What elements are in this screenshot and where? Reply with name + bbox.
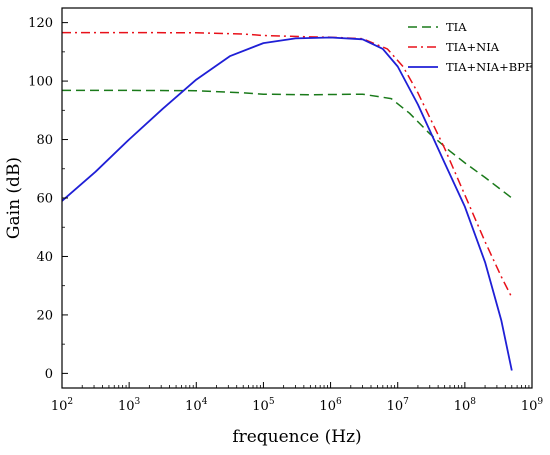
y-tick-label: 80 (36, 133, 53, 148)
x-axis: 102 103 104 105 106 107 108 109 (51, 382, 544, 414)
legend-label: TIA+NIA+BPF (446, 60, 533, 74)
y-tick-label: 0 (45, 367, 53, 382)
legend-label: TIA+NIA (446, 40, 500, 54)
series-line-tia (62, 89, 513, 199)
series-line-tia-nia (62, 31, 513, 298)
legend: TIA TIA+NIA TIA+NIA+BPF (408, 20, 533, 74)
x-tick-base: 10 (51, 399, 68, 414)
x-tick-base: 10 (252, 399, 269, 414)
x-tick-base: 10 (454, 399, 471, 414)
x-tick-base: 10 (521, 399, 538, 414)
x-tick-exponent: 5 (269, 397, 275, 407)
x-tick-label: 105 (252, 397, 275, 414)
x-tick-exponent: 6 (336, 397, 342, 407)
x-tick-label: 106 (319, 397, 342, 414)
series-line-tia-nia-bpf (61, 36, 513, 371)
x-tick-label: 104 (185, 397, 208, 414)
x-tick-exponent: 3 (135, 397, 141, 407)
y-axis: 0 20 40 60 80 100 120 (28, 16, 68, 382)
y-tick-label: 20 (36, 308, 53, 323)
x-tick-label: 108 (454, 397, 477, 414)
x-tick-base: 10 (185, 399, 202, 414)
legend-label: TIA (446, 20, 467, 34)
x-tick-base: 10 (387, 399, 404, 414)
x-tick-exponent: 4 (202, 397, 208, 407)
x-tick-exponent: 2 (67, 397, 73, 407)
x-tick-label: 103 (118, 397, 141, 414)
y-tick-label: 100 (28, 75, 53, 90)
series-layer (61, 31, 513, 371)
y-tick-label: 40 (36, 250, 53, 265)
x-tick-exponent: 9 (537, 397, 543, 407)
x-axis-title: frequence (Hz) (232, 427, 361, 447)
x-tick-exponent: 8 (470, 397, 476, 407)
x-tick-label: 102 (51, 397, 73, 414)
x-tick-base: 10 (118, 399, 135, 414)
x-tick-base: 10 (319, 399, 336, 414)
y-tick-label: 60 (36, 192, 53, 207)
y-axis-title: Gain (dB) (4, 157, 24, 239)
y-tick-label: 120 (28, 16, 53, 31)
x-tick-exponent: 7 (403, 397, 409, 407)
x-tick-label: 107 (387, 397, 410, 414)
x-tick-label: 109 (521, 397, 544, 414)
